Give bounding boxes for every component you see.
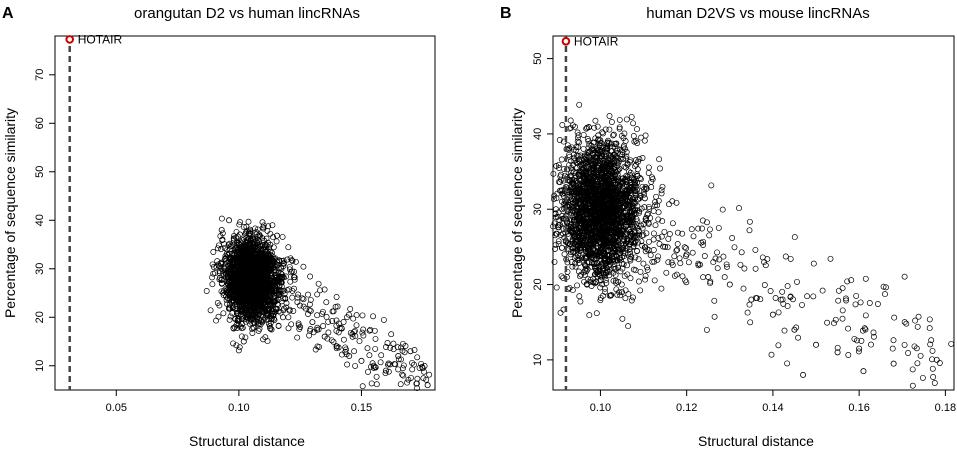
panel-a-data-point xyxy=(358,357,365,364)
panel-b-point-cloud xyxy=(550,101,955,389)
panel-a-hotair-point xyxy=(65,35,75,44)
panel-a: A orangutan D2 vs human lincRNAs Structu… xyxy=(2,5,436,449)
panel-b-data-point xyxy=(584,266,591,273)
panel-a-y-tick-label: 30 xyxy=(34,263,46,275)
panel-b-x-tick-label: 0.12 xyxy=(676,402,697,414)
panel-a-plot-frame xyxy=(54,35,436,391)
panel-b-x-tick-label: 0.18 xyxy=(935,402,956,414)
panel-a-y-tick-label: 20 xyxy=(34,311,46,323)
panel-b-points xyxy=(584,145,940,378)
panel-b-x-tick-label: 0.10 xyxy=(590,402,611,414)
panel-b-data-point xyxy=(834,349,841,356)
panel-b-data-point xyxy=(791,326,798,333)
panel-b: B human D2VS vs mouse lincRNAs Structura… xyxy=(500,5,956,449)
panel-a-point-cloud xyxy=(203,215,433,391)
panel-a-y-tick-label: 40 xyxy=(34,214,46,226)
panel-a-data-point xyxy=(228,265,235,272)
panel-a-y-axis-title: Percentage of sequence similarity xyxy=(2,108,18,318)
panel-a-title: orangutan D2 vs human lincRNAs xyxy=(134,5,360,22)
panel-b-data-point xyxy=(860,368,867,375)
panel-b-data-point xyxy=(890,360,897,367)
panel-b-data-point xyxy=(683,251,690,258)
panel-a-data-point xyxy=(370,362,377,369)
panel-b-label: B xyxy=(500,5,512,22)
panel-b-x-axis-title: Structural distance xyxy=(698,433,814,449)
panel-b-data-point xyxy=(933,356,940,363)
panel-a-data-point xyxy=(333,343,340,350)
panel-a-points xyxy=(218,217,431,389)
panel-b-y-tick-label: 20 xyxy=(532,278,544,290)
panel-a-data-point xyxy=(272,290,279,297)
panel-a-label: A xyxy=(2,5,14,22)
panel-a-data-point xyxy=(297,323,304,330)
panel-a-x-axis-title: Structural distance xyxy=(189,433,305,449)
panel-b-data-point xyxy=(640,221,647,228)
panel-b-y-tick-label: 50 xyxy=(532,52,544,64)
panel-b-x-tick-label: 0.14 xyxy=(762,402,783,414)
panel-b-x-tick-label: 0.16 xyxy=(848,402,869,414)
panel-a-data-point xyxy=(424,382,431,389)
panel-a-cloud-markers xyxy=(203,215,433,391)
panel-a-x-tick-label: 0.15 xyxy=(351,402,372,414)
panel-a-hotair-label: HOTAIR xyxy=(78,32,123,46)
panel-a-x-tick-label: 0.10 xyxy=(228,402,249,414)
panel-b-data-point xyxy=(726,281,733,288)
panel-b-hotair-label: HOTAIR xyxy=(574,34,619,48)
panel-b-data-point xyxy=(588,145,595,152)
panel-b-data-point xyxy=(618,289,625,296)
panel-b-data-point xyxy=(800,371,807,378)
panel-b-data-point xyxy=(597,206,604,213)
panel-b-y-tick-label: 30 xyxy=(532,203,544,215)
panel-b-y-tick-label: 10 xyxy=(532,354,544,366)
panel-b-y-axis-title: Percentage of sequence similarity xyxy=(509,108,525,318)
panel-a-data-point xyxy=(309,319,316,326)
panel-b-data-point xyxy=(662,243,669,250)
panel-b-hotair-point xyxy=(561,36,571,46)
panel-b-data-point xyxy=(606,161,613,168)
panel-a-data-point xyxy=(226,217,233,224)
panel-a-data-point xyxy=(218,226,225,233)
panel-a-data-point xyxy=(279,314,286,321)
panel-b-data-point xyxy=(769,311,776,318)
panel-b-cloud-markers xyxy=(550,101,955,389)
panel-a-y-tick-label: 70 xyxy=(34,69,46,81)
panel-a-data-point xyxy=(260,304,267,311)
panel-a-data-point xyxy=(395,353,402,360)
panel-a-data-point xyxy=(235,241,242,248)
panel-b-data-point xyxy=(748,296,755,303)
panel-a-x-tick-label: 0.05 xyxy=(106,402,127,414)
panel-a-data-point xyxy=(346,353,353,360)
panel-a-data-point xyxy=(248,275,255,282)
panel-a-data-point xyxy=(407,348,414,355)
panel-a-ticks: 0.05 0.10 0.15 10 20 30 40 50 60 70 xyxy=(34,69,372,414)
panel-b-data-point xyxy=(705,274,712,281)
panel-b-title: human D2VS vs mouse lincRNAs xyxy=(646,5,869,22)
panel-a-y-tick-label: 50 xyxy=(34,166,46,178)
panel-a-y-tick-label: 60 xyxy=(34,117,46,129)
panel-b-data-point xyxy=(856,345,863,352)
panel-a-data-point xyxy=(321,333,328,340)
panel-b-data-point xyxy=(813,341,820,348)
panel-a-data-point xyxy=(419,365,426,372)
panel-b-y-tick-label: 40 xyxy=(532,128,544,140)
panel-b-ticks: 0.10 0.12 0.14 0.16 0.18 10 20 30 40 50 xyxy=(532,52,956,414)
panel-a-y-tick-label: 10 xyxy=(34,360,46,372)
panel-a-data-point xyxy=(382,367,389,374)
panel-a-data-point xyxy=(240,338,247,345)
